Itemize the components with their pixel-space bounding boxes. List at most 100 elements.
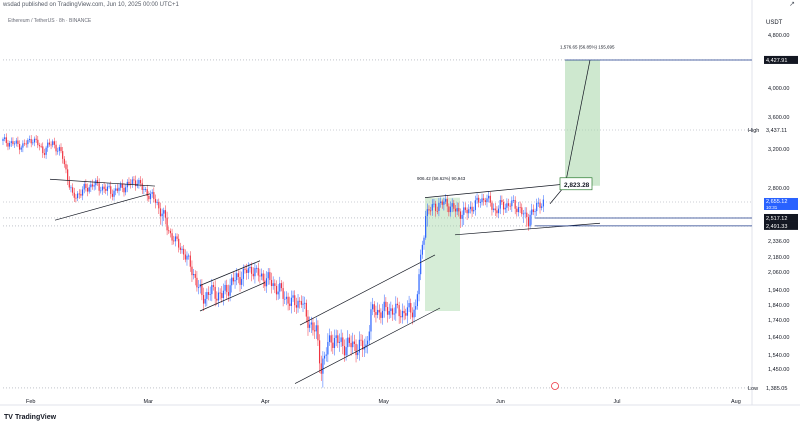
candle-body — [227, 292, 230, 296]
candle-body — [226, 284, 228, 293]
candle-body — [481, 198, 483, 203]
candle-body — [264, 280, 266, 287]
candle-body — [67, 169, 69, 181]
candle-body — [507, 203, 510, 206]
candle-body — [91, 184, 94, 187]
candle-body — [522, 213, 525, 215]
candle-body — [85, 183, 87, 188]
candle-body — [395, 303, 397, 314]
grid-layer — [0, 0, 800, 406]
y-tick-label: 2,060.00 — [768, 270, 789, 276]
price-tag-label: 2,491.33 — [766, 224, 787, 230]
candle-body — [280, 283, 283, 289]
candle-body — [106, 186, 109, 191]
candle-body — [96, 180, 99, 184]
candle-body — [267, 272, 269, 279]
candle-body — [95, 180, 97, 186]
price-tag-label: 4,427.91 — [766, 58, 787, 64]
candle-body — [357, 352, 359, 356]
candle-body — [413, 309, 415, 318]
y-tick-label: 1,450.00 — [768, 367, 789, 373]
candle-body — [335, 335, 337, 338]
candle-body — [425, 216, 427, 238]
candle-body — [260, 273, 263, 277]
tradingview-logo[interactable]: TV TradingView — [4, 414, 56, 421]
candle-body — [43, 153, 46, 155]
y-tick-label: 1,940.00 — [768, 288, 789, 294]
candle-body — [292, 295, 294, 298]
candle-body — [362, 340, 364, 350]
candle-body — [25, 143, 27, 145]
price-tag-name: High — [748, 128, 759, 134]
candle-body — [17, 140, 19, 144]
candle-body — [478, 197, 480, 203]
candle-body — [317, 325, 319, 341]
candle-body — [246, 269, 248, 273]
candle-body — [299, 300, 301, 302]
candle-body — [476, 197, 478, 201]
candle-body — [241, 278, 243, 285]
candle-body — [148, 195, 150, 200]
candle-body — [76, 193, 79, 199]
y-tick-label: 1,540.00 — [768, 353, 789, 359]
candle-body — [463, 207, 465, 215]
measure-zone — [425, 197, 460, 311]
candle-body — [435, 203, 437, 211]
candle-body — [332, 342, 334, 348]
candle-body — [20, 147, 22, 150]
candle-body — [350, 342, 352, 348]
candle-body — [153, 192, 155, 200]
candle-body — [406, 307, 409, 316]
axis-layer: 4,800.00 4,000.00 3,600.00 3,200.00 2,800.00… — [26, 33, 798, 405]
candle-body — [363, 347, 365, 350]
x-tick-label: Aug — [731, 399, 741, 405]
candle-body — [38, 145, 41, 147]
candle-body — [458, 208, 460, 212]
publish-info: wsdad published on TradingView.com, Jun … — [3, 2, 179, 8]
candle-body — [337, 335, 339, 343]
candle-body — [355, 343, 357, 356]
candle-body — [400, 316, 402, 318]
candle-body — [4, 137, 6, 139]
candle-body — [521, 207, 523, 215]
candle-body — [63, 158, 65, 165]
candle-body — [473, 209, 475, 212]
candle-body — [184, 254, 186, 260]
expand-icon[interactable]: ↗ — [789, 1, 795, 8]
candle-body — [297, 300, 299, 308]
candle-body — [202, 295, 205, 304]
x-tick-label: Jun — [496, 399, 505, 405]
candle-body — [302, 303, 304, 305]
candle-body — [9, 142, 11, 147]
candle-body — [251, 266, 253, 274]
candle-body — [123, 187, 125, 193]
candle-body — [444, 199, 447, 202]
y-tick-label: 3,200.00 — [768, 147, 789, 153]
x-tick-label: Jul — [614, 399, 621, 405]
projection-arrow — [564, 59, 591, 186]
candle-body — [497, 208, 500, 214]
candle-body — [52, 141, 54, 146]
candle-body — [531, 209, 533, 215]
price-tag-sub: 10:31 — [766, 205, 778, 210]
candle-body — [479, 202, 481, 204]
candle-body — [309, 324, 311, 328]
candle-body — [365, 344, 367, 348]
candle-body — [526, 212, 528, 218]
channel-lower-line — [199, 282, 266, 312]
x-tick-label: Mar — [144, 399, 154, 405]
candle-body — [28, 139, 31, 140]
candle-body — [527, 217, 530, 227]
y-tick-label: 2,180.00 — [768, 255, 789, 261]
candle-body — [381, 310, 384, 318]
candle-body — [247, 268, 249, 273]
candle-body — [486, 198, 488, 203]
candle-body — [37, 139, 39, 146]
candle-body — [211, 285, 213, 295]
candle-body — [421, 244, 423, 255]
price-tag — [764, 197, 798, 210]
candle-body — [376, 309, 379, 315]
candle-body — [232, 277, 234, 282]
candle-body — [517, 207, 520, 213]
